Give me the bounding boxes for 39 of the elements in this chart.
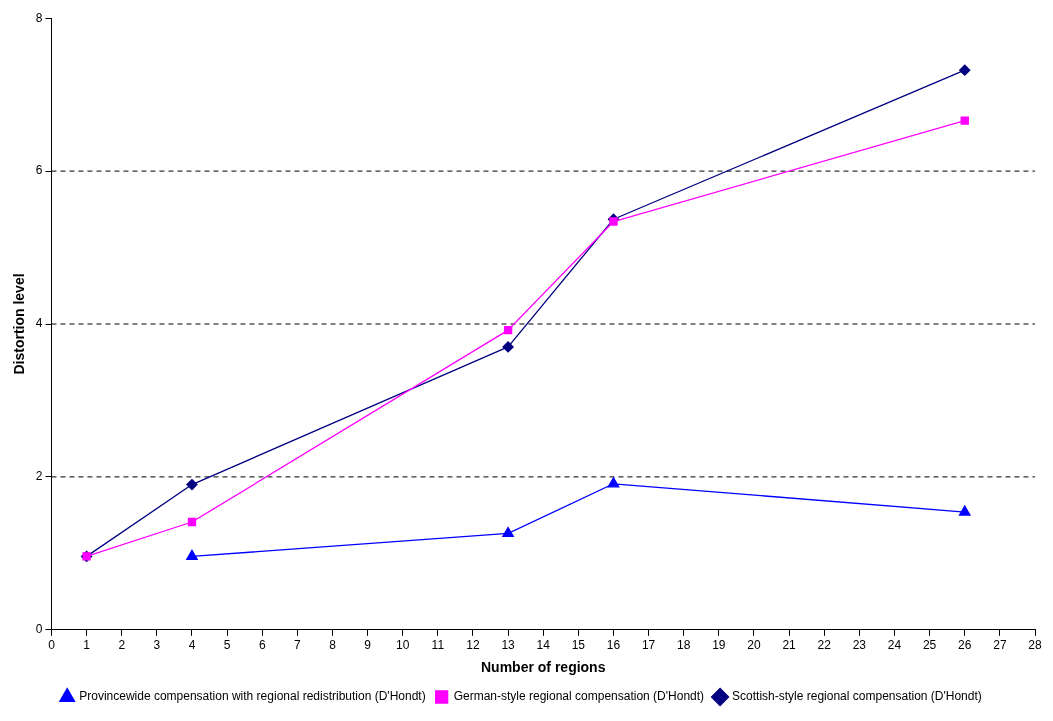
x-tick-label: 5 (223, 638, 231, 653)
x-tick-label: 25 (922, 638, 937, 653)
y-tick-label: 0 (35, 622, 43, 637)
x-tick-label: 15 (571, 638, 586, 653)
x-tick-label: 18 (677, 638, 691, 653)
x-tick-label: 13 (501, 638, 516, 653)
x-tick-label: 28 (1028, 638, 1042, 653)
x-tick-label: 7 (294, 638, 302, 653)
x-tick-label: 22 (817, 638, 832, 653)
y-axis-title: Distortion level (11, 273, 28, 375)
x-tick-label: 27 (993, 638, 1007, 653)
legend-label: Scottish-style regional compensation (D'Hondt) (732, 689, 982, 704)
x-tick-label: 1 (83, 638, 91, 653)
x-tick-label: 24 (887, 638, 902, 653)
y-tick-label: 8 (35, 10, 43, 25)
x-tick-label: 23 (852, 638, 867, 653)
x-tick-label: 16 (606, 638, 621, 653)
y-tick-label: 4 (35, 316, 43, 331)
x-tick-label: 8 (329, 638, 337, 653)
x-axis-title: Number of regions (481, 659, 606, 676)
x-tick-label: 14 (536, 638, 551, 653)
x-tick-label: 12 (466, 638, 480, 653)
x-tick-label: 26 (958, 638, 972, 653)
x-tick-label: 0 (48, 638, 56, 653)
x-tick-label: 2 (118, 638, 126, 653)
x-tick-label: 4 (188, 638, 196, 653)
x-tick-label: 11 (431, 638, 445, 653)
y-tick-label: 2 (35, 469, 43, 484)
x-tick-label: 9 (364, 638, 372, 653)
legend-label: Provincewide compensation with regional redistribution (D'Hondt) (79, 689, 426, 704)
x-tick-label: 20 (747, 638, 761, 653)
legend-label: German-style regional compensation (D'Hondt) (453, 689, 705, 704)
x-tick-label: 6 (258, 638, 266, 653)
y-tick-label: 6 (35, 163, 43, 178)
x-tick-label: 10 (396, 638, 410, 653)
x-tick-label: 19 (712, 638, 726, 653)
x-tick-label: 3 (153, 638, 161, 653)
x-tick-label: 21 (782, 638, 797, 653)
x-tick-label: 17 (641, 638, 656, 653)
